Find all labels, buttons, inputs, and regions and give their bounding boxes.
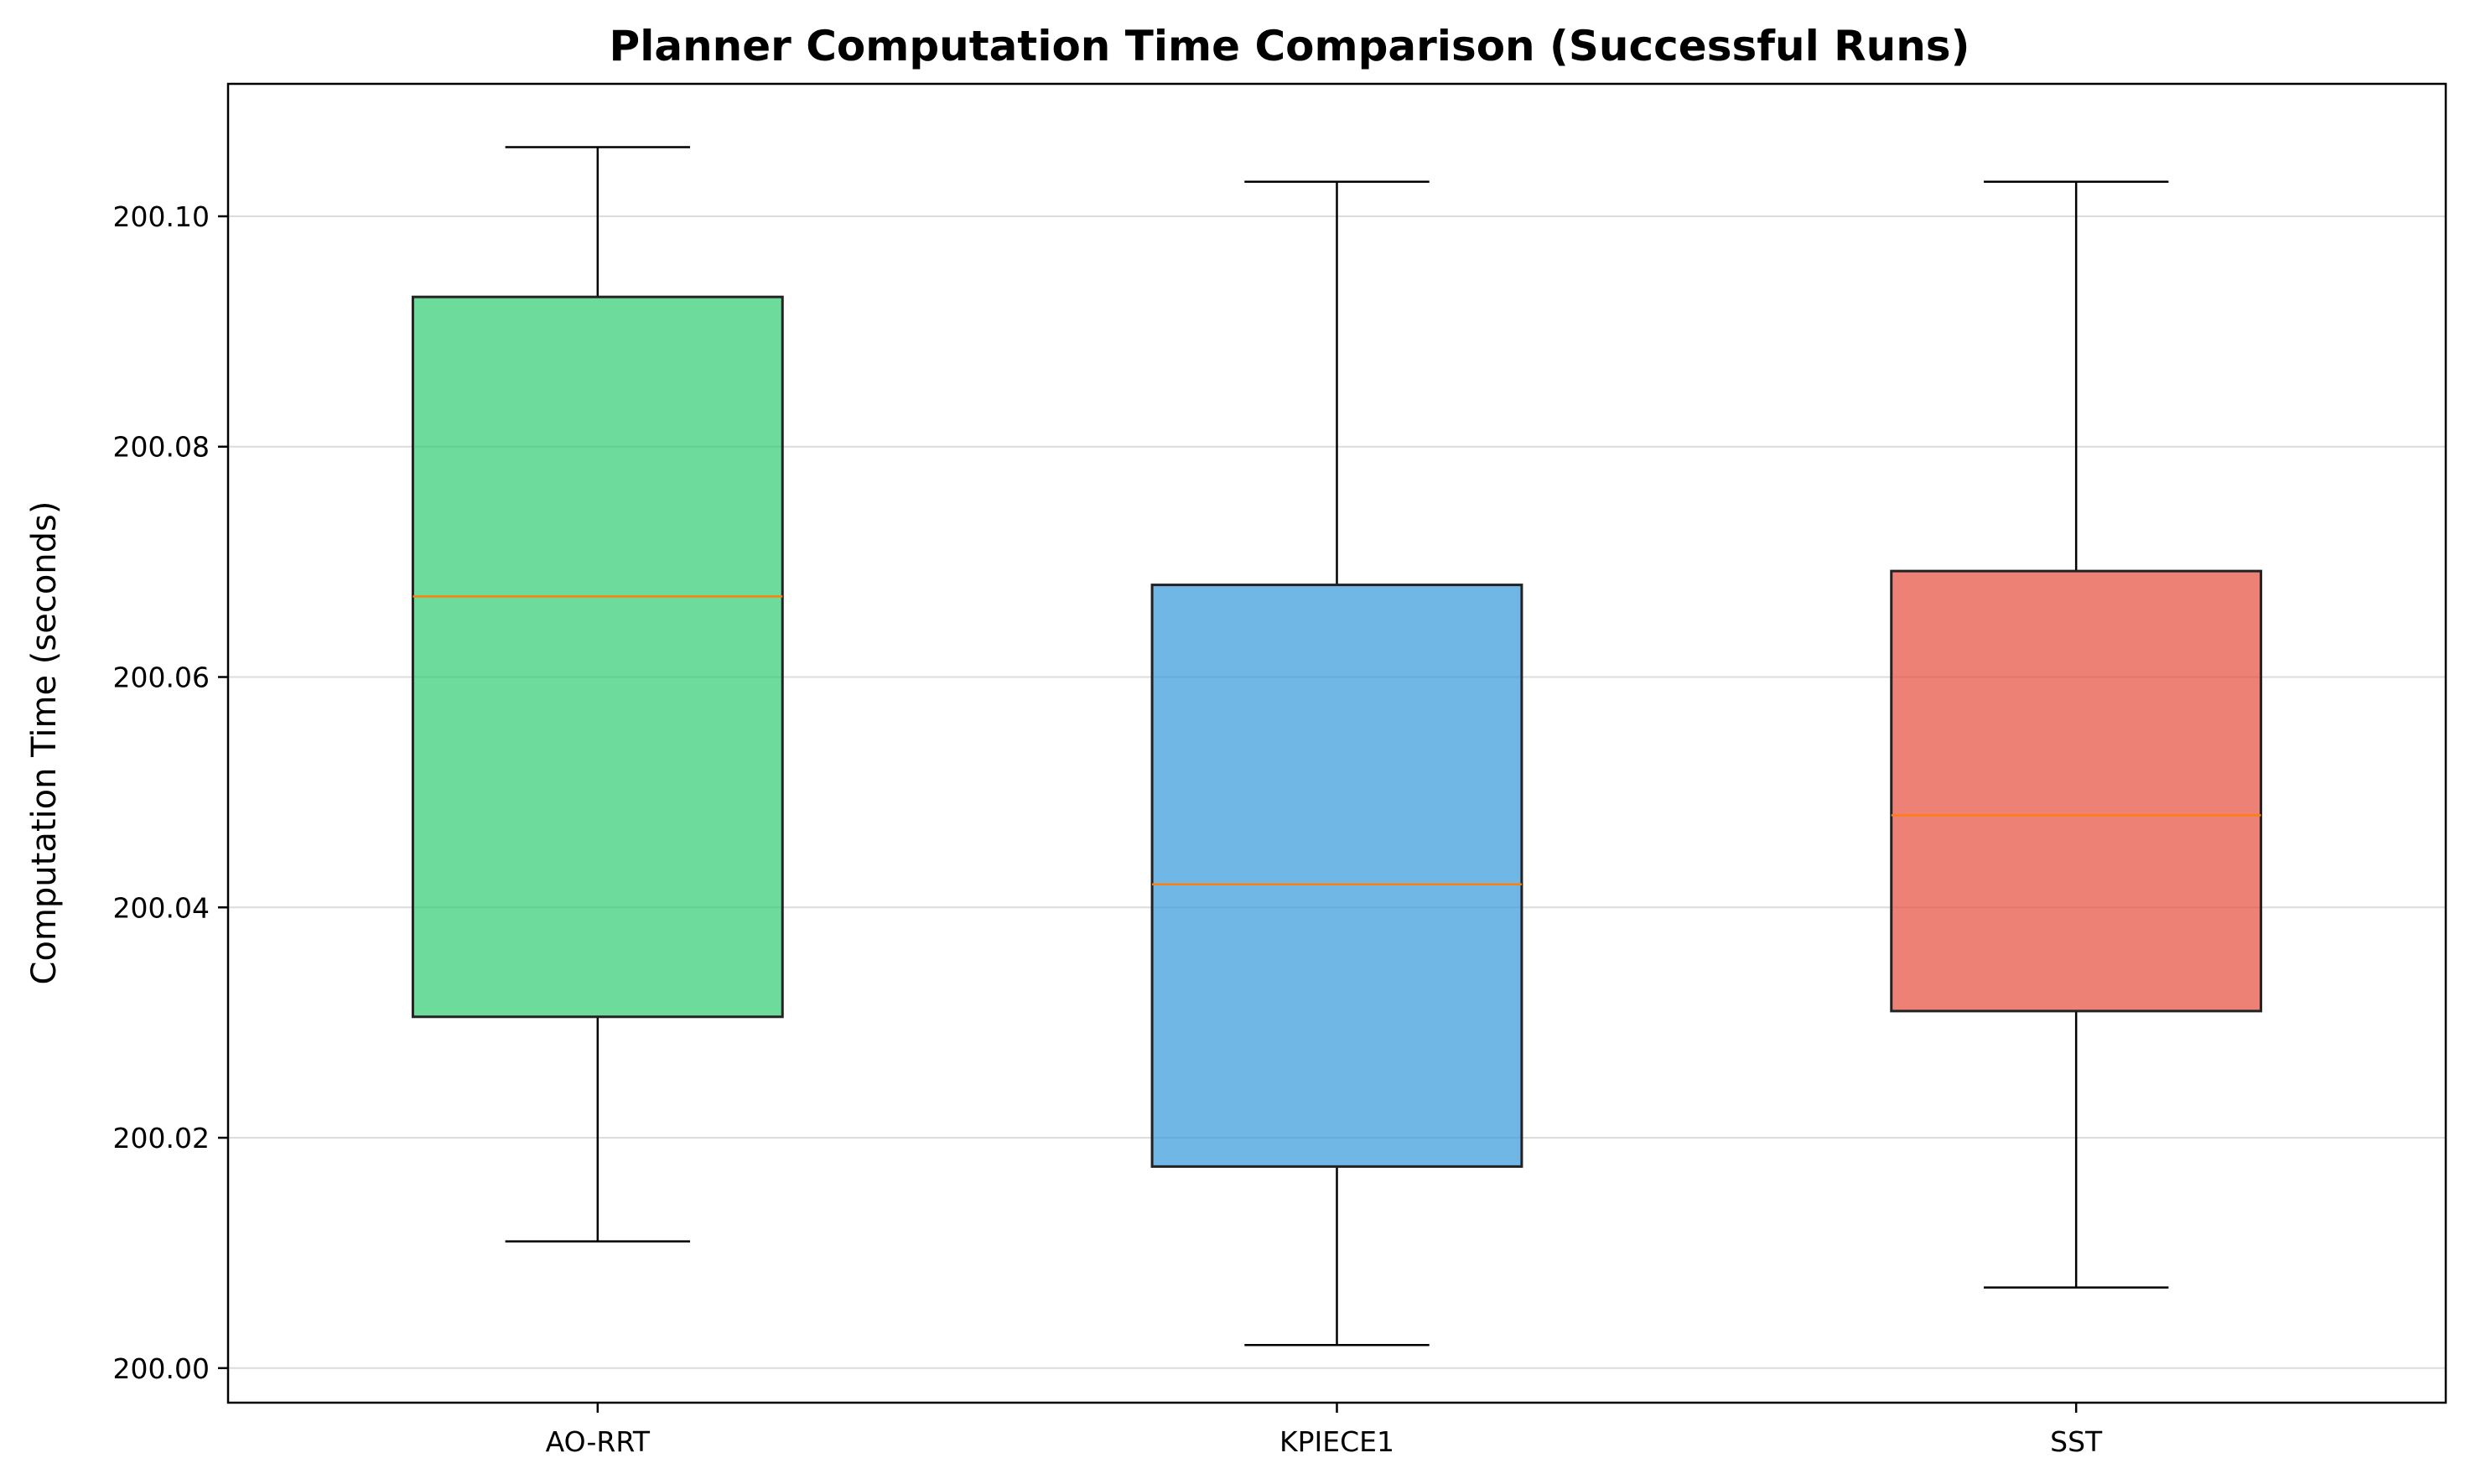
y-axis-ticks: 200.00 200.02 200.04 200.06 200.08 200.10: [113, 200, 228, 1385]
y-tick-label: 200.00: [113, 1352, 210, 1385]
y-tick-label: 200.02: [113, 1122, 210, 1155]
x-tick-label: SST: [2050, 1425, 2103, 1458]
y-tick-label: 200.10: [113, 200, 210, 233]
box-sst: [1890, 180, 2263, 1289]
x-tick-label: AO-RRT: [546, 1425, 651, 1458]
iqr-box: [411, 295, 784, 1019]
y-axis-label: Computation Time (seconds): [25, 501, 64, 985]
y-tick-label: 200.04: [113, 891, 210, 924]
box-kpiece1: [1150, 180, 1523, 1346]
x-tick-label: KPIECE1: [1279, 1425, 1394, 1458]
iqr-box: [1890, 569, 2263, 1013]
x-axis-ticks: AO-RRT KPIECE1 SST: [546, 1403, 2103, 1458]
y-tick-label: 200.08: [113, 431, 210, 464]
iqr-box: [1150, 584, 1523, 1168]
box-ao-rrt: [411, 146, 784, 1243]
y-tick-label: 200.06: [113, 662, 210, 694]
boxes: [411, 146, 2263, 1346]
chart-title: Planner Computation Time Comparison (Suc…: [610, 22, 1970, 70]
